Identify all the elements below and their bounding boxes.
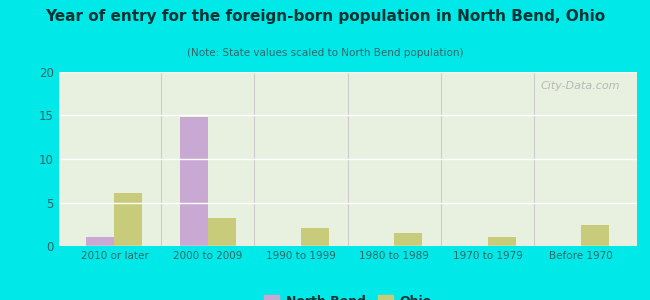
Bar: [114, 193, 142, 246]
Legend: North Bend, Ohio: North Bend, Ohio: [259, 290, 436, 300]
Bar: [488, 237, 515, 246]
Text: Year of entry for the foreign-born population in North Bend, Ohio: Year of entry for the foreign-born popul…: [45, 9, 605, 24]
Bar: [208, 218, 236, 246]
Bar: [301, 228, 329, 246]
Text: (Note: State values scaled to North Bend population): (Note: State values scaled to North Bend…: [187, 48, 463, 58]
Bar: [180, 117, 208, 246]
Bar: [86, 237, 114, 246]
Text: City-Data.com: City-Data.com: [540, 81, 619, 91]
Bar: [395, 233, 423, 246]
Bar: [581, 225, 609, 246]
